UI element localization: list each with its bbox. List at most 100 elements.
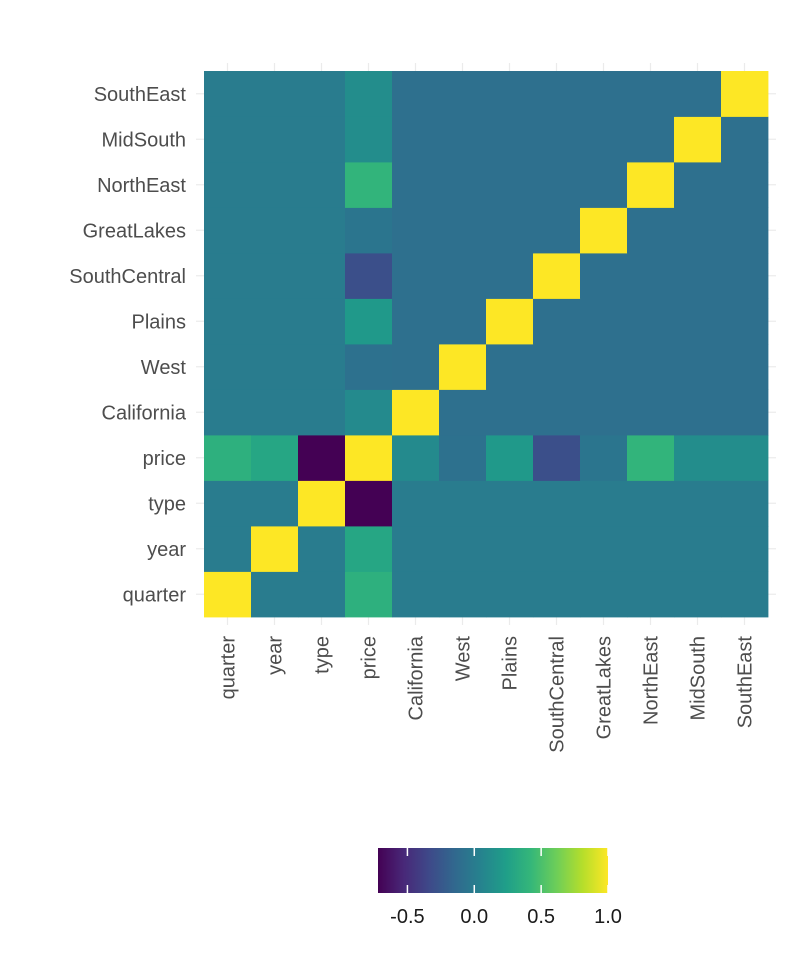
x-tick-label: GreatLakes bbox=[594, 636, 616, 739]
heatmap-cell-West-SouthEast bbox=[721, 344, 769, 390]
heatmap-cell-type-price bbox=[345, 480, 393, 527]
heatmap-cell-Plains-Plains bbox=[486, 298, 534, 345]
heatmap-cell-type-year bbox=[251, 480, 299, 527]
y-tick-label: California bbox=[102, 402, 187, 424]
heatmap-cell-West-price bbox=[345, 344, 393, 390]
heatmap-cell-MidSouth-West bbox=[439, 116, 487, 163]
heatmap-cell-MidSouth-quarter bbox=[204, 116, 252, 163]
heatmap-cell-SouthEast-SouthEast bbox=[721, 71, 769, 117]
heatmap-cell-GreatLakes-SouthCentral bbox=[533, 207, 581, 254]
heatmap-cell-SouthEast-GreatLakes bbox=[580, 71, 628, 117]
x-axis-labels: quarter year type price California West Plains… bbox=[218, 635, 757, 753]
heatmap-cell-Plains-year bbox=[251, 298, 299, 345]
heatmap-cell-Plains-SouthEast bbox=[721, 298, 769, 345]
heatmap-cell-SouthEast-year bbox=[251, 71, 299, 117]
heatmap-cell-SouthCentral-West bbox=[439, 253, 487, 299]
heatmap-cell-quarter-year bbox=[251, 571, 299, 618]
heatmap-cell-MidSouth-SouthCentral bbox=[533, 116, 581, 163]
heatmap-cell-quarter-GreatLakes bbox=[580, 571, 628, 618]
heatmap-cell-type-West bbox=[439, 480, 487, 527]
heatmap-cell-quarter-price bbox=[345, 571, 393, 618]
heatmap-cell-price-year bbox=[251, 435, 299, 481]
heatmap-cell-year-Plains bbox=[486, 526, 534, 572]
heatmap-cell-SouthEast-price bbox=[345, 71, 393, 117]
heatmap-cell-price-price bbox=[345, 435, 393, 481]
heatmap-cell-NorthEast-quarter bbox=[204, 162, 252, 208]
heatmap-cell-NorthEast-SouthCentral bbox=[533, 162, 581, 208]
heatmap-cell-quarter-MidSouth bbox=[674, 571, 722, 618]
y-tick-label: price bbox=[143, 448, 186, 470]
heatmap-cell-SouthEast-type bbox=[298, 71, 346, 117]
heatmap-cell-SouthCentral-type bbox=[298, 253, 346, 299]
heatmap-cell-year-year bbox=[251, 526, 299, 572]
heatmap-cell-MidSouth-Plains bbox=[486, 116, 534, 163]
y-tick-label: West bbox=[141, 357, 187, 379]
heatmap-cell-type-GreatLakes bbox=[580, 480, 628, 527]
heatmap-cell-quarter-California bbox=[392, 571, 440, 618]
heatmap-cell-price-West bbox=[439, 435, 487, 481]
heatmap-cell-type-quarter bbox=[204, 480, 252, 527]
legend-tick-label: 1.0 bbox=[594, 906, 622, 928]
heatmap-cell-SouthEast-quarter bbox=[204, 71, 252, 117]
heatmap-cell-SouthCentral-California bbox=[392, 253, 440, 299]
y-tick-label: MidSouth bbox=[102, 129, 187, 151]
heatmap-cell-price-GreatLakes bbox=[580, 435, 628, 481]
heatmap-cell-quarter-SouthEast bbox=[721, 571, 769, 618]
heatmap-cell-GreatLakes-GreatLakes bbox=[580, 207, 628, 254]
x-tick-label: quarter bbox=[218, 636, 240, 700]
heatmap-cell-year-MidSouth bbox=[674, 526, 722, 572]
heatmap-cell-year-NorthEast bbox=[627, 526, 675, 572]
heatmap-cell-MidSouth-NorthEast bbox=[627, 116, 675, 163]
legend-labels: -0.5 0.0 0.5 1.0 bbox=[390, 906, 622, 928]
heatmap-cell-West-quarter bbox=[204, 344, 252, 390]
heatmap-cell-type-Plains bbox=[486, 480, 534, 527]
heatmap-cell-West-GreatLakes bbox=[580, 344, 628, 390]
y-tick-label: SouthEast bbox=[94, 84, 187, 106]
y-tick-label: Plains bbox=[132, 311, 186, 333]
heatmap-cell-type-SouthCentral bbox=[533, 480, 581, 527]
heatmap-cell-MidSouth-year bbox=[251, 116, 299, 163]
heatmap-cell-SouthCentral-GreatLakes bbox=[580, 253, 628, 299]
y-tick-label: year bbox=[147, 539, 186, 561]
legend-colorbar bbox=[378, 848, 608, 893]
heatmap-cell-SouthEast-SouthCentral bbox=[533, 71, 581, 117]
heatmap-cell-California-SouthEast bbox=[721, 389, 769, 436]
heatmap-cell-price-MidSouth bbox=[674, 435, 722, 481]
heatmap-cell-California-California bbox=[392, 389, 440, 436]
heatmap-cell-NorthEast-MidSouth bbox=[674, 162, 722, 208]
heatmap-cell-MidSouth-GreatLakes bbox=[580, 116, 628, 163]
heatmap-cell-GreatLakes-NorthEast bbox=[627, 207, 675, 254]
heatmap-cell-West-California bbox=[392, 344, 440, 390]
heatmap-cell-GreatLakes-SouthEast bbox=[721, 207, 769, 254]
heatmap-cell-Plains-MidSouth bbox=[674, 298, 722, 345]
heatmap-cell-Plains-GreatLakes bbox=[580, 298, 628, 345]
heatmap-cell-SouthCentral-SouthCentral bbox=[533, 253, 581, 299]
heatmap-cell-SouthCentral-year bbox=[251, 253, 299, 299]
x-tick-label: SouthCentral bbox=[547, 636, 569, 753]
heatmap-cell-year-type bbox=[298, 526, 346, 572]
heatmap-cell-NorthEast-price bbox=[345, 162, 393, 208]
heatmap-cell-GreatLakes-California bbox=[392, 207, 440, 254]
heatmap-cell-California-SouthCentral bbox=[533, 389, 581, 436]
heatmap-cell-GreatLakes-West bbox=[439, 207, 487, 254]
x-tick-label: year bbox=[265, 636, 287, 675]
heatmap-cell-West-type bbox=[298, 344, 346, 390]
y-tick-label: SouthCentral bbox=[69, 266, 186, 288]
heatmap-cell-California-type bbox=[298, 389, 346, 436]
heatmap-cell-quarter-type bbox=[298, 571, 346, 618]
heatmap-cell-Plains-price bbox=[345, 298, 393, 345]
heatmap-cell-NorthEast-West bbox=[439, 162, 487, 208]
heatmap-cell-West-NorthEast bbox=[627, 344, 675, 390]
heatmap-cell-California-West bbox=[439, 389, 487, 436]
heatmap-cell-California-GreatLakes bbox=[580, 389, 628, 436]
heatmap-cell-GreatLakes-quarter bbox=[204, 207, 252, 254]
heatmap-cell-type-NorthEast bbox=[627, 480, 675, 527]
x-tick-label: MidSouth bbox=[688, 636, 710, 721]
x-tick-label: Plains bbox=[500, 636, 522, 690]
heatmap-cell-West-West bbox=[439, 344, 487, 390]
heatmap-cell-NorthEast-California bbox=[392, 162, 440, 208]
heatmap-cell-Plains-West bbox=[439, 298, 487, 345]
heatmap-cell-price-SouthCentral bbox=[533, 435, 581, 481]
heatmap-cell-Plains-California bbox=[392, 298, 440, 345]
heatmap-cell-SouthCentral-quarter bbox=[204, 253, 252, 299]
